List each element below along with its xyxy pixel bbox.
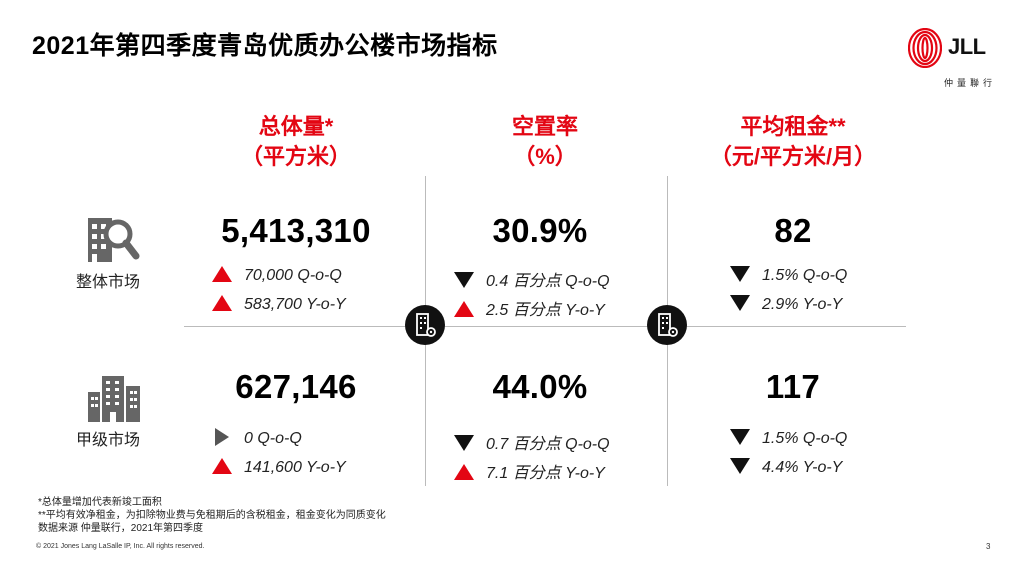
up-triangle-icon <box>454 463 474 480</box>
value-total-stock-grade-a: 627,146 <box>235 368 357 405</box>
building-search-icon <box>84 212 140 264</box>
value-vacancy-overall: 30.9% <box>492 212 588 249</box>
change-text: 1.5% Q-o-Q <box>762 430 848 447</box>
up-triangle-icon <box>212 265 232 282</box>
change-total-stock-overall-qoq: 70,000 Q-o-Q <box>212 265 342 285</box>
change-text: 0.7 百分点 Q-o-Q <box>486 436 610 453</box>
change-text: 1.5% Q-o-Q <box>762 267 848 284</box>
change-text: 141,600 Y-o-Y <box>244 459 346 476</box>
column-header-total-stock: 总体量* （平方米） <box>196 112 396 172</box>
footnotes: *总体量增加代表新竣工面积 **平均有效净租金，为扣除物业费与免租期后的含税租金… <box>38 496 386 535</box>
office-buildings-icon <box>86 372 146 422</box>
column-label: 空置率 <box>511 114 578 139</box>
value-rent-grade-a: 117 <box>765 368 821 405</box>
change-vacancy-grade-a-qoq: 0.7 百分点 Q-o-Q <box>454 430 610 454</box>
change-total-stock-grade-a-qoq: 0 Q-o-Q <box>212 428 302 448</box>
column-unit: （元/平方米/月） <box>709 144 877 169</box>
change-text: 0 Q-o-Q <box>244 430 302 448</box>
change-rent-overall-qoq: 1.5% Q-o-Q <box>730 265 848 285</box>
change-rent-overall-yoy: 2.9% Y-o-Y <box>730 294 843 314</box>
down-triangle-icon <box>730 294 750 311</box>
change-vacancy-grade-a-yoy: 7.1 百分点 Y-o-Y <box>454 459 605 483</box>
value-rent-overall: 82 <box>774 212 812 249</box>
building-gear-icon <box>647 305 687 345</box>
column-label: 总体量* <box>258 114 334 139</box>
copyright: © 2021 Jones Lang LaSalle IP, Inc. All r… <box>36 543 205 550</box>
down-triangle-icon <box>730 265 750 282</box>
change-rent-grade-a-yoy: 4.4% Y-o-Y <box>730 457 843 477</box>
change-total-stock-grade-a-yoy: 141,600 Y-o-Y <box>212 457 346 477</box>
change-text: 70,000 Q-o-Q <box>244 267 342 284</box>
column-label: 平均租金** <box>740 114 846 139</box>
column-unit: （%） <box>513 144 577 169</box>
footnote: 数据来源 仲量联行，2021年第四季度 <box>38 523 204 534</box>
footnote: **平均有效净租金，为扣除物业费与免租期后的含税租金，租金变化为同质变化 <box>38 510 386 521</box>
row-label-grade-a-market: 甲级市场 <box>76 432 141 449</box>
change-vacancy-overall-yoy: 2.5 百分点 Y-o-Y <box>454 296 605 320</box>
down-triangle-icon <box>730 457 750 474</box>
jll-logo-mark-icon <box>908 28 942 68</box>
right-triangle-icon <box>215 428 229 446</box>
up-triangle-icon <box>212 294 232 311</box>
column-header-rent: 平均租金** （元/平方米/月） <box>683 112 903 172</box>
change-text: 7.1 百分点 Y-o-Y <box>486 465 605 482</box>
value-vacancy-grade-a: 44.0% <box>492 368 588 405</box>
building-gear-icon <box>405 305 445 345</box>
column-unit: （平方米） <box>240 144 351 169</box>
change-vacancy-overall-qoq: 0.4 百分点 Q-o-Q <box>454 267 610 291</box>
down-triangle-icon <box>454 271 474 288</box>
value-total-stock-overall: 5,413,310 <box>221 212 371 249</box>
column-header-vacancy: 空置率 （%） <box>445 112 645 172</box>
jll-logo-subtitle: 仲量聯行 <box>944 78 997 88</box>
up-triangle-icon <box>454 300 474 317</box>
jll-logo-text: JLL <box>948 34 986 59</box>
footnote: *总体量增加代表新竣工面积 <box>38 497 162 508</box>
page-number: 3 <box>986 542 991 551</box>
change-text: 4.4% Y-o-Y <box>762 459 843 476</box>
page-title: 2021年第四季度青岛优质办公楼市场指标 <box>32 32 498 60</box>
up-triangle-icon <box>212 457 232 474</box>
down-triangle-icon <box>454 434 474 451</box>
grid-divider-horizontal <box>184 326 906 327</box>
change-text: 2.9% Y-o-Y <box>762 296 843 313</box>
change-total-stock-overall-yoy: 583,700 Y-o-Y <box>212 294 346 314</box>
change-text: 583,700 Y-o-Y <box>244 296 346 313</box>
change-text: 0.4 百分点 Q-o-Q <box>486 273 610 290</box>
row-label-overall-market: 整体市场 <box>76 274 141 291</box>
change-rent-grade-a-qoq: 1.5% Q-o-Q <box>730 428 848 448</box>
change-text: 2.5 百分点 Y-o-Y <box>486 302 605 319</box>
down-triangle-icon <box>730 428 750 445</box>
jll-logo: JLL 仲量聯行 <box>908 28 998 90</box>
